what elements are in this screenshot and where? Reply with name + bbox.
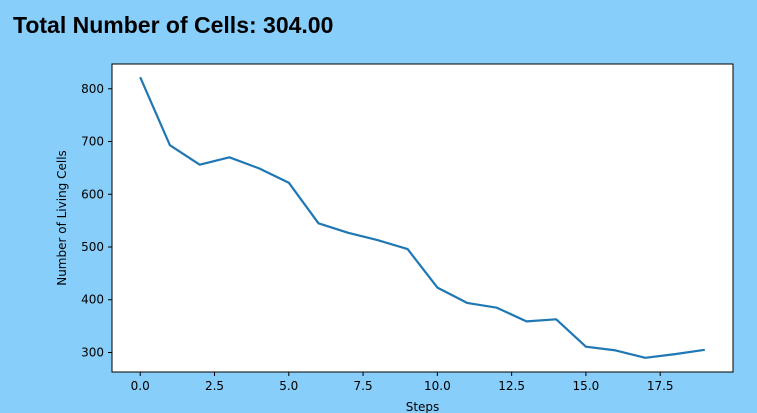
y-axis: 300 400 500 600 700 800 xyxy=(81,82,112,359)
chart-title: Total Number of Cells: 304.00 xyxy=(13,12,334,38)
y-tick-label: 300 xyxy=(81,345,104,359)
x-tick-label: 0.0 xyxy=(131,379,150,393)
y-tick-label: 400 xyxy=(81,293,104,307)
y-tick-label: 800 xyxy=(81,82,104,96)
x-tick-label: 2.5 xyxy=(205,379,224,393)
series-line xyxy=(139,76,705,359)
y-axis-label: Number of Living Cells xyxy=(55,150,69,286)
x-axis-label: Steps xyxy=(406,400,440,413)
x-axis: 0.0 2.5 5.0 7.5 10.0 12.5 15.0 17.5 xyxy=(131,372,674,393)
y-tick-label: 700 xyxy=(81,135,104,149)
y-tick-label: 500 xyxy=(81,240,104,254)
x-tick-label: 5.0 xyxy=(279,379,298,393)
series-layer xyxy=(139,76,705,359)
x-tick-label: 17.5 xyxy=(647,379,674,393)
y-tick-label: 600 xyxy=(81,187,104,201)
x-tick-label: 7.5 xyxy=(354,379,373,393)
x-tick-label: 10.0 xyxy=(424,379,451,393)
plot-area xyxy=(111,63,734,373)
x-tick-label: 12.5 xyxy=(498,379,525,393)
x-tick-label: 15.0 xyxy=(573,379,600,393)
